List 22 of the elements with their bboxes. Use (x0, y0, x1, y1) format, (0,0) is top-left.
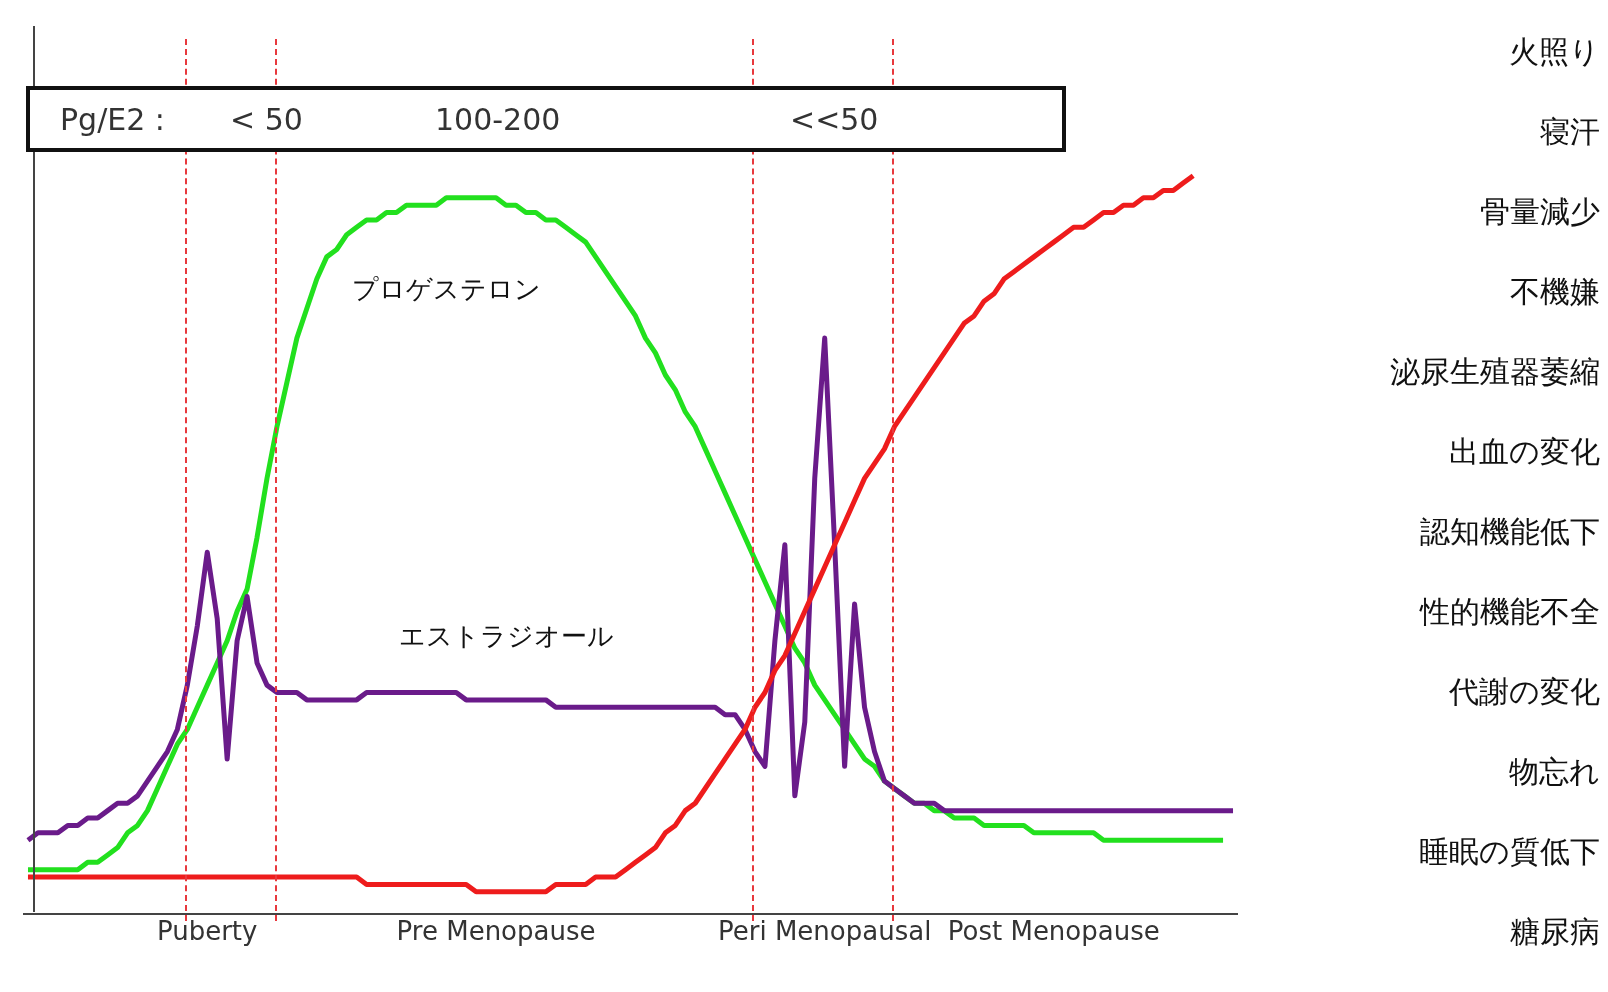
x-tick-label: Pre Menopause (396, 916, 596, 947)
text: 物忘れ (1509, 753, 1600, 791)
text: 睡眠の質低下 (1419, 833, 1600, 871)
text: 代謝の変化 (1449, 673, 1600, 711)
x-tick-label: Puberty (157, 916, 258, 947)
series-label: プロゲステロン (351, 273, 541, 304)
text: 火照り (1509, 33, 1600, 71)
text: < 50 (230, 102, 303, 137)
text: 寝汗 (1540, 113, 1600, 151)
series-label: エストラジオール (398, 620, 614, 651)
text: 100-200 (435, 102, 561, 137)
text: 泌尿生殖器萎縮 (1390, 353, 1600, 391)
text: 認知機能低下 (1420, 513, 1600, 551)
text: 性的機能不全 (1420, 593, 1600, 631)
text: 骨量減少 (1480, 193, 1600, 231)
text: <<50 (790, 102, 879, 137)
x-tick-label: Post Menopause (947, 916, 1160, 947)
text: 不機嫌 (1510, 273, 1600, 311)
text: 糖尿病 (1510, 913, 1600, 951)
x-tick-label: Peri Menopausal (718, 916, 932, 947)
text: Pg/E2 : (60, 102, 165, 137)
text: 出血の変化 (1449, 433, 1600, 471)
